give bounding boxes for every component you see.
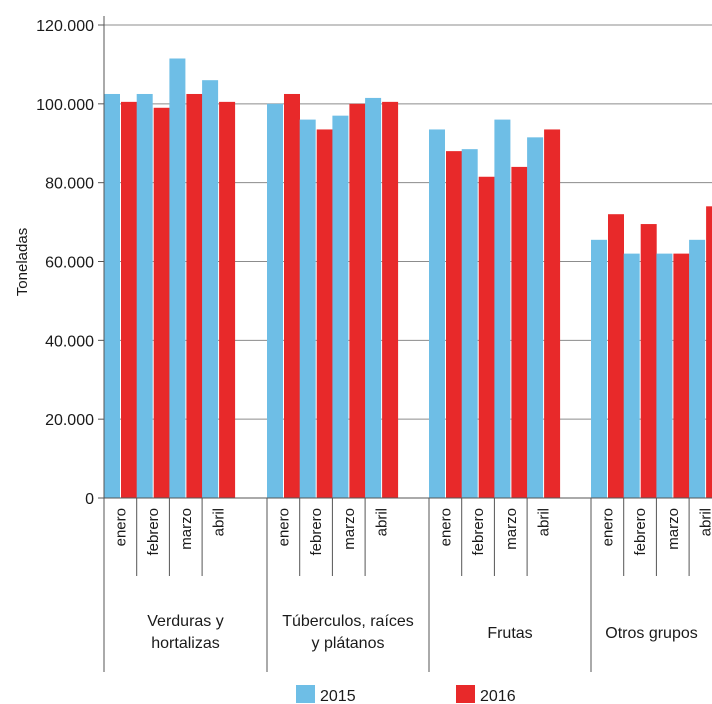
y-tick-label: 100.000 (36, 97, 94, 114)
month-label: enero (437, 508, 454, 546)
month-label: abril (697, 508, 712, 536)
month-label: febrero (470, 508, 487, 556)
bar-2016-enero (446, 151, 462, 498)
bar-2015-abril (365, 97, 382, 498)
y-tick-label: 20.000 (45, 412, 94, 429)
bar-2015-marzo (656, 253, 673, 498)
group-label: hortalizas (151, 635, 219, 652)
bar-2015-abril (202, 80, 219, 498)
y-axis-label: Toneladas (14, 228, 31, 296)
month-label: enero (275, 508, 292, 546)
bar-2016-abril (382, 101, 399, 499)
bar-2016-enero (121, 101, 137, 499)
bar-2015-marzo (332, 115, 349, 499)
bar-2016-marzo (349, 103, 366, 498)
group-label: Túberculos, raíces (282, 613, 414, 630)
bar-2015-enero (429, 129, 445, 498)
bar-2015-febrero (136, 93, 153, 499)
axes (103, 16, 712, 499)
bar-2016-abril (544, 129, 561, 498)
month-label: abril (210, 508, 227, 536)
bar-2016-febrero (640, 224, 657, 498)
bar-2016-marzo (511, 166, 528, 498)
month-label: abril (535, 508, 552, 536)
legend-swatch-2015 (296, 685, 315, 703)
bar-2015-enero (267, 103, 283, 498)
month-label: enero (599, 508, 616, 546)
y-tick-label: 0 (85, 491, 94, 508)
group-label: Frutas (487, 625, 532, 642)
bar-2015-abril (689, 239, 706, 498)
group-label: y plátanos (312, 635, 385, 652)
y-tick-label: 60.000 (45, 255, 94, 272)
group-label: Verduras y (147, 613, 223, 630)
group-label: Otros grupos (605, 625, 697, 642)
bar-2015-febrero (461, 149, 478, 498)
bar-2016-enero (608, 214, 624, 498)
bars (104, 58, 712, 499)
month-label: febrero (632, 508, 649, 556)
bar-2016-abril (219, 101, 236, 499)
bar-2015-enero (591, 239, 607, 498)
month-label: febrero (145, 508, 162, 556)
bar-2015-enero (104, 93, 120, 499)
month-label: marzo (178, 508, 195, 550)
bar-2015-marzo (169, 58, 186, 499)
month-label: marzo (341, 508, 358, 550)
legend-label-2015: 2015 (320, 688, 356, 704)
legend-swatch-2016 (456, 685, 475, 703)
bar-2016-febrero (316, 129, 333, 498)
month-label: abril (373, 508, 390, 536)
bar-2016-febrero (478, 176, 495, 499)
month-label: marzo (665, 508, 682, 550)
bar-2015-febrero (299, 119, 316, 498)
month-label: febrero (308, 508, 325, 556)
bar-2016-abril (706, 206, 712, 499)
bar-2015-febrero (623, 253, 640, 498)
month-label: enero (112, 508, 129, 546)
x-category-labels: enero febrero marzo abril Verduras y hortaliz… (103, 498, 712, 672)
bar-2016-marzo (186, 93, 203, 499)
legend: 2015 2016 (296, 685, 516, 704)
bar-2015-marzo (494, 119, 511, 498)
y-tick-label: 120.000 (36, 18, 94, 35)
bar-2016-febrero (153, 107, 170, 499)
bar-2016-enero (284, 93, 300, 499)
y-tick-label: 80.000 (45, 176, 94, 193)
y-tick-labels: 0 20.000 40.000 60.000 80.000 100.000 120.000 (36, 18, 94, 508)
bar-2015-abril (527, 137, 544, 498)
legend-label-2016: 2016 (480, 688, 516, 704)
month-label: marzo (503, 508, 520, 550)
bar-2016-marzo (673, 253, 690, 498)
y-tick-label: 40.000 (45, 333, 94, 350)
